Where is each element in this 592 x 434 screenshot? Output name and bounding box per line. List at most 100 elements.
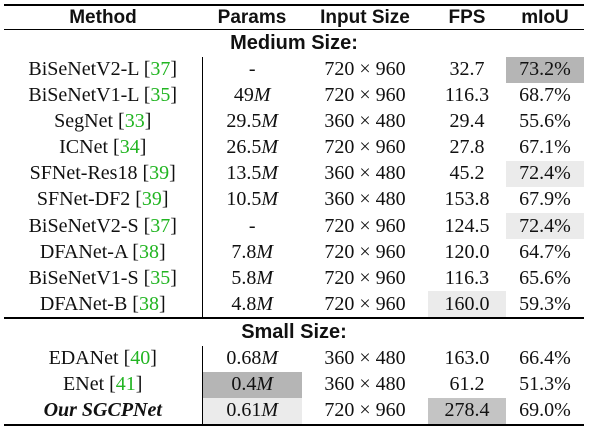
params-unit: M bbox=[261, 399, 279, 422]
method-cell: ENet [41] bbox=[4, 371, 203, 398]
method-cell: EDANet [40] bbox=[4, 345, 203, 372]
params-cell: - bbox=[202, 213, 302, 239]
method-name: BiSeNetV1-S bbox=[28, 266, 139, 289]
method-cell: Our SGCPNet bbox=[4, 397, 203, 425]
params-value: 29.5 bbox=[226, 110, 262, 133]
method-name: ICNet bbox=[59, 136, 109, 159]
method-cell: BiSeNetV2-L [37] bbox=[4, 56, 203, 83]
table-body: Medium Size: BiSeNetV2-L [37] - 720 × 960 32… bbox=[4, 30, 584, 425]
method-cell: SegNet [33] bbox=[4, 108, 203, 135]
params-unit: M bbox=[261, 188, 279, 211]
params-value: 0.68 bbox=[226, 347, 262, 370]
method-name: EDANet bbox=[48, 347, 119, 370]
section-header: Small Size: bbox=[4, 318, 584, 345]
miou-cell: 59.3% bbox=[519, 292, 571, 315]
fps-cell: 120.0 bbox=[444, 240, 490, 263]
method-cell: DFANet-B [38] bbox=[4, 291, 203, 319]
input-size-cell: 720 × 960 bbox=[324, 136, 406, 159]
fps-cell: 116.3 bbox=[444, 266, 490, 289]
method-name: SFNet-Res18 bbox=[29, 162, 138, 185]
input-size-cell: 720 × 960 bbox=[324, 292, 406, 315]
params-cell: 0.4M bbox=[202, 371, 302, 398]
method-name: Our SGCPNet bbox=[43, 399, 162, 422]
fps-cell: 61.2 bbox=[449, 373, 485, 396]
section-title: Medium Size: bbox=[230, 31, 358, 54]
fps-cell: 32.7 bbox=[449, 58, 485, 81]
table-row: EDANet [40] 0.68M 360 × 480 163.0 66.4% bbox=[4, 345, 584, 372]
miou-cell: 51.3% bbox=[519, 373, 571, 396]
citation-link[interactable]: 34 bbox=[119, 136, 140, 159]
input-size-cell: 720 × 960 bbox=[324, 214, 406, 237]
table-row: ICNet [34] 26.5M 720 × 960 27.8 67.1% bbox=[4, 134, 584, 161]
citation-link[interactable]: 37 bbox=[150, 214, 171, 237]
method-cell: BiSeNetV2-S [37] bbox=[4, 212, 203, 240]
fps-cell: 163.0 bbox=[444, 347, 490, 370]
section-title: Small Size: bbox=[241, 321, 347, 343]
params-unit: M bbox=[253, 84, 271, 107]
params-value: 7.8 bbox=[231, 240, 257, 263]
params-cell: 29.5M bbox=[202, 109, 302, 135]
citation-link[interactable]: 39 bbox=[141, 188, 162, 211]
params-value: 0.4 bbox=[231, 373, 257, 396]
citation-link[interactable]: 40 bbox=[130, 347, 151, 370]
method-cell: BiSeNetV1-L [35] bbox=[4, 82, 203, 109]
params-value: 26.5 bbox=[226, 136, 262, 159]
params-cell: 0.61M bbox=[202, 397, 302, 425]
header-input-size: Input Size bbox=[320, 7, 410, 29]
input-size-cell: 360 × 480 bbox=[324, 373, 406, 396]
method-cell: ICNet [34] bbox=[4, 134, 203, 161]
header-miou: mIoU bbox=[521, 7, 569, 29]
comparison-table: Method Params Input Size FPS mIoU Medium… bbox=[4, 4, 584, 426]
citation-link[interactable]: 39 bbox=[149, 162, 170, 185]
method-name: BiSeNetV2-L bbox=[28, 58, 139, 81]
params-cell: 5.8M bbox=[202, 265, 302, 291]
fps-cell: 278.4 bbox=[428, 397, 506, 425]
input-size-cell: 360 × 480 bbox=[324, 162, 406, 185]
citation-link[interactable]: 35 bbox=[150, 266, 171, 289]
params-cell: 10.5M bbox=[202, 187, 302, 213]
params-cell: 7.8M bbox=[202, 239, 302, 265]
method-name: DFANet-A bbox=[39, 240, 128, 263]
citation-link[interactable]: 38 bbox=[138, 292, 159, 315]
table-row: BiSeNetV2-S [37] - 720 × 960 124.5 72.4% bbox=[4, 212, 584, 240]
table-row: SFNet-DF2 [39] 10.5M 360 × 480 153.8 67.9% bbox=[4, 186, 584, 213]
method-name: BiSeNetV2-S bbox=[28, 214, 139, 237]
table-header: Method Params Input Size FPS mIoU bbox=[4, 5, 584, 30]
header-fps: FPS bbox=[448, 7, 486, 29]
citation-link[interactable]: 33 bbox=[124, 110, 145, 133]
section-header: Medium Size: bbox=[4, 30, 584, 57]
params-unit: M bbox=[256, 240, 274, 263]
miou-cell: 64.7% bbox=[519, 240, 571, 263]
input-size-cell: 720 × 960 bbox=[324, 266, 406, 289]
fps-cell: 116.3 bbox=[444, 84, 490, 107]
miou-cell: 69.0% bbox=[519, 399, 571, 422]
method-name: SegNet bbox=[54, 110, 114, 133]
fps-cell: 160.0 bbox=[428, 291, 506, 319]
params-value: 49 bbox=[233, 84, 254, 107]
params-unit: M bbox=[261, 347, 279, 370]
citation-link[interactable]: 41 bbox=[115, 373, 136, 396]
params-unit: M bbox=[256, 266, 274, 289]
citation-link[interactable]: 35 bbox=[150, 84, 171, 107]
params-value: 10.5 bbox=[226, 188, 262, 211]
header-params: Params bbox=[217, 7, 287, 29]
params-value: 4.8 bbox=[231, 292, 257, 315]
method-cell: SFNet-Res18 [39] bbox=[4, 160, 203, 187]
params-cell: 0.68M bbox=[202, 346, 302, 372]
input-size-cell: 720 × 960 bbox=[324, 84, 406, 107]
method-cell: BiSeNetV1-S [35] bbox=[4, 265, 203, 292]
input-size-cell: 720 × 960 bbox=[324, 58, 406, 81]
params-cell: 26.5M bbox=[202, 135, 302, 161]
input-size-cell: 720 × 960 bbox=[324, 240, 406, 263]
table-row: Our SGCPNet 0.61M 720 × 960 278.4 69.0% bbox=[4, 397, 584, 425]
params-unit: M bbox=[261, 162, 279, 185]
method-cell: DFANet-A [38] bbox=[4, 239, 203, 266]
miou-cell: 66.4% bbox=[519, 347, 571, 370]
miou-cell: 55.6% bbox=[519, 110, 571, 133]
fps-cell: 153.8 bbox=[444, 188, 490, 211]
method-name: DFANet-B bbox=[39, 292, 128, 315]
citation-link[interactable]: 38 bbox=[138, 240, 159, 263]
input-size-cell: 360 × 480 bbox=[324, 110, 406, 133]
citation-link[interactable]: 37 bbox=[150, 58, 171, 81]
table-row: BiSeNetV1-L [35] 49M 720 × 960 116.3 68.7% bbox=[4, 82, 584, 109]
